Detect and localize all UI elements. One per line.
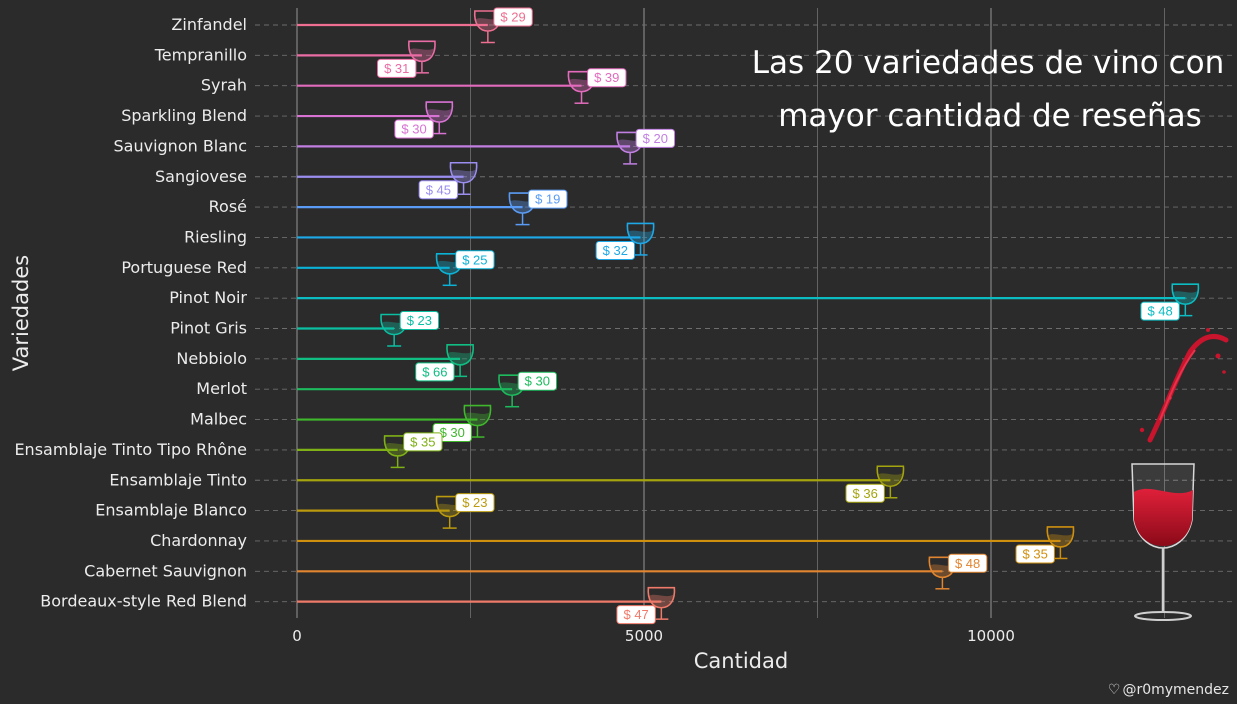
category-label-ensamblaje-tinto: Ensamblaje Tinto	[109, 470, 247, 489]
x-axis: 0 5000 10000	[292, 627, 1015, 645]
svg-text:$ 35: $ 35	[1023, 546, 1048, 561]
category-label-chardonnay: Chardonnay	[150, 531, 247, 550]
price-label-malbec: $ 30	[432, 423, 472, 443]
svg-text:$ 39: $ 39	[594, 70, 619, 85]
price-label-ensamblaje-blanco: $ 23	[455, 493, 495, 513]
svg-text:$ 48: $ 48	[1147, 304, 1172, 319]
x-axis-title: Cantidad	[694, 649, 788, 673]
wine-glass-icon-riesling	[626, 222, 655, 256]
x-tick-label: 0	[292, 627, 302, 645]
category-label-syrah: Syrah	[201, 76, 247, 95]
category-label-sparkling-blend: Sparkling Blend	[121, 106, 247, 125]
category-label-portuguese-red: Portuguese Red	[121, 258, 247, 277]
svg-text:$ 45: $ 45	[426, 182, 451, 197]
price-label-zinfandel: $ 29	[493, 7, 533, 27]
svg-text:$ 29: $ 29	[500, 10, 525, 25]
price-label-cabernet-sauvignon: $ 48	[947, 553, 988, 573]
wine-glass-icon-malbec	[463, 404, 492, 438]
credit-handle: @r0mymendez	[1122, 682, 1229, 698]
category-label-sangiovese: Sangiovese	[155, 167, 247, 186]
wine-glass-icon-nebbiolo	[446, 344, 474, 378]
category-label-rose: Rosé	[209, 197, 247, 216]
category-label-riesling: Riesling	[184, 227, 247, 246]
price-label-sauvignon-blanc: $ 20	[635, 128, 676, 148]
wine-glass-icon-bordeaux-style-red-blend	[647, 586, 676, 620]
price-label-tempranillo: $ 31	[377, 58, 417, 78]
category-label-cabernet-sauvignon: Cabernet Sauvignon	[84, 561, 247, 580]
svg-text:$ 35: $ 35	[410, 434, 435, 449]
wine-glass-icon-tempranillo	[408, 40, 436, 74]
price-label-nebbiolo: $ 66	[415, 362, 455, 382]
category-label-merlot: Merlot	[196, 379, 247, 398]
svg-text:$ 25: $ 25	[462, 252, 487, 267]
svg-text:$ 47: $ 47	[623, 607, 648, 622]
red-wine-splash-glass-icon	[1131, 328, 1229, 621]
wine-glass-icon-sangiovese	[449, 161, 478, 195]
svg-text:$ 19: $ 19	[535, 192, 560, 207]
wine-glass-icon-pinot-noir	[1171, 283, 1200, 317]
svg-text:$ 66: $ 66	[422, 364, 447, 379]
svg-text:$ 31: $ 31	[384, 61, 409, 76]
price-label-pinot-gris: $ 23	[399, 311, 440, 330]
svg-text:$ 32: $ 32	[603, 243, 628, 258]
category-labels: Zinfandel Tempranillo Syrah Sparkling Blend…	[14, 15, 247, 611]
chart-title-line-1: Las 20 variedades de vino con	[752, 45, 1224, 81]
chart-title-line-2: mayor cantidad de reseñas	[778, 98, 1202, 134]
price-label-ensamblaje-tinto-tipo-rhone: $ 35	[403, 432, 443, 452]
price-label-syrah: $ 39	[587, 68, 627, 88]
svg-text:$ 30: $ 30	[401, 122, 426, 137]
category-label-bordeaux-style-red-blend: Bordeaux-style Red Blend	[40, 592, 247, 611]
price-label-merlot: $ 30	[517, 371, 558, 391]
svg-text:$ 23: $ 23	[462, 495, 487, 510]
category-label-pinot-noir: Pinot Noir	[169, 288, 247, 307]
wine-glass-icon-ensamblaje-tinto	[876, 465, 905, 499]
category-label-pinot-gris: Pinot Gris	[170, 319, 247, 338]
lollipop-series: $ 29 $ 31 $ 39 $ 30 $ 20 $ 45 $ 19 $ 32 $ 25 $ 48…	[297, 7, 1200, 625]
price-label-bordeaux-style-red-blend: $ 47	[616, 605, 656, 625]
svg-text:$ 48: $ 48	[955, 556, 980, 571]
svg-text:$ 30: $ 30	[440, 425, 465, 440]
heart-outline-icon: ♡	[1107, 682, 1121, 698]
wine-glass-icon-sparkling-blend	[425, 101, 454, 135]
price-label-pinot-noir: $ 48	[1140, 301, 1180, 321]
wine-glass-icon-chardonnay	[1046, 526, 1075, 560]
svg-text:$ 30: $ 30	[525, 374, 550, 389]
svg-text:$ 23: $ 23	[407, 313, 432, 328]
category-label-tempranillo: Tempranillo	[154, 45, 247, 64]
price-label-portuguese-red: $ 25	[455, 250, 495, 270]
price-label-sangiovese: $ 45	[418, 180, 459, 200]
price-label-sparkling-blend: $ 30	[394, 119, 434, 139]
category-label-sauvignon-blanc: Sauvignon Blanc	[114, 136, 248, 155]
x-tick-label: 5000	[625, 627, 663, 645]
x-tick-label: 10000	[967, 627, 1015, 645]
category-label-zinfandel: Zinfandel	[171, 15, 247, 34]
y-axis-title: Variedades	[9, 255, 33, 371]
price-label-riesling: $ 32	[595, 240, 636, 260]
price-label-rose: $ 19	[528, 189, 568, 209]
category-label-nebbiolo: Nebbiolo	[176, 349, 247, 368]
price-label-chardonnay: $ 35	[1015, 544, 1055, 564]
svg-text:$ 36: $ 36	[853, 486, 878, 501]
credit: ♡ @r0mymendez	[1108, 682, 1229, 698]
category-label-malbec: Malbec	[190, 410, 247, 429]
svg-text:$ 20: $ 20	[643, 131, 668, 146]
category-label-ensamblaje-blanco: Ensamblaje Blanco	[95, 501, 247, 520]
price-label-ensamblaje-tinto: $ 36	[845, 483, 885, 503]
category-label-ensamblaje-tinto-tipo-rhone: Ensamblaje Tinto Tipo Rhône	[14, 440, 247, 459]
